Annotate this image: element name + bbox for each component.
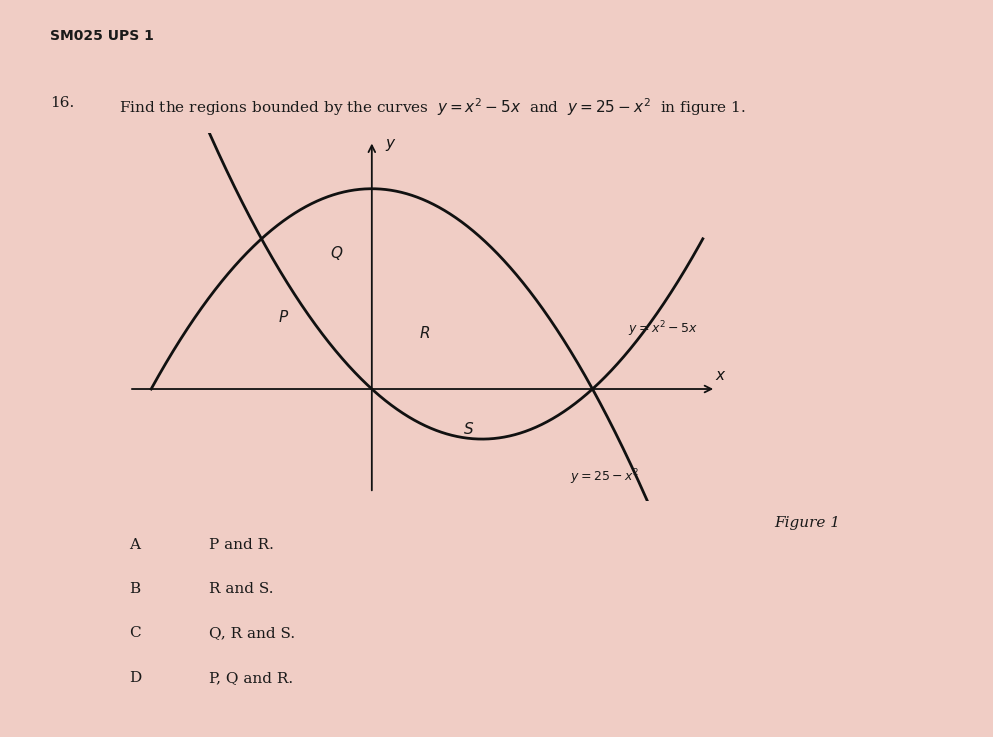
Text: $S$: $S$ [464,421,475,437]
Text: 16.: 16. [50,96,73,110]
Text: C: C [129,626,141,640]
Text: $y$: $y$ [385,136,396,153]
Text: $Q$: $Q$ [330,244,344,262]
Text: $P$: $P$ [278,309,289,325]
Text: $x$: $x$ [715,368,726,383]
Text: P and R.: P and R. [209,538,273,552]
Text: Find the regions bounded by the curves  $y=x^2-5x$  and  $y=25-x^2$  in figure 1: Find the regions bounded by the curves $… [119,96,746,117]
Text: $y = 25 - x^2$: $y = 25 - x^2$ [570,467,639,487]
Text: A: A [129,538,140,552]
Text: $R$: $R$ [419,325,430,341]
Text: SM025 UPS 1: SM025 UPS 1 [50,29,154,43]
Text: R and S.: R and S. [209,582,273,596]
Text: P, Q and R.: P, Q and R. [209,671,293,685]
Text: $y = x^2 - 5x$: $y = x^2 - 5x$ [628,319,697,339]
Text: D: D [129,671,141,685]
Text: B: B [129,582,140,596]
Text: Q, R and S.: Q, R and S. [209,626,295,640]
Text: Figure 1: Figure 1 [775,516,840,530]
